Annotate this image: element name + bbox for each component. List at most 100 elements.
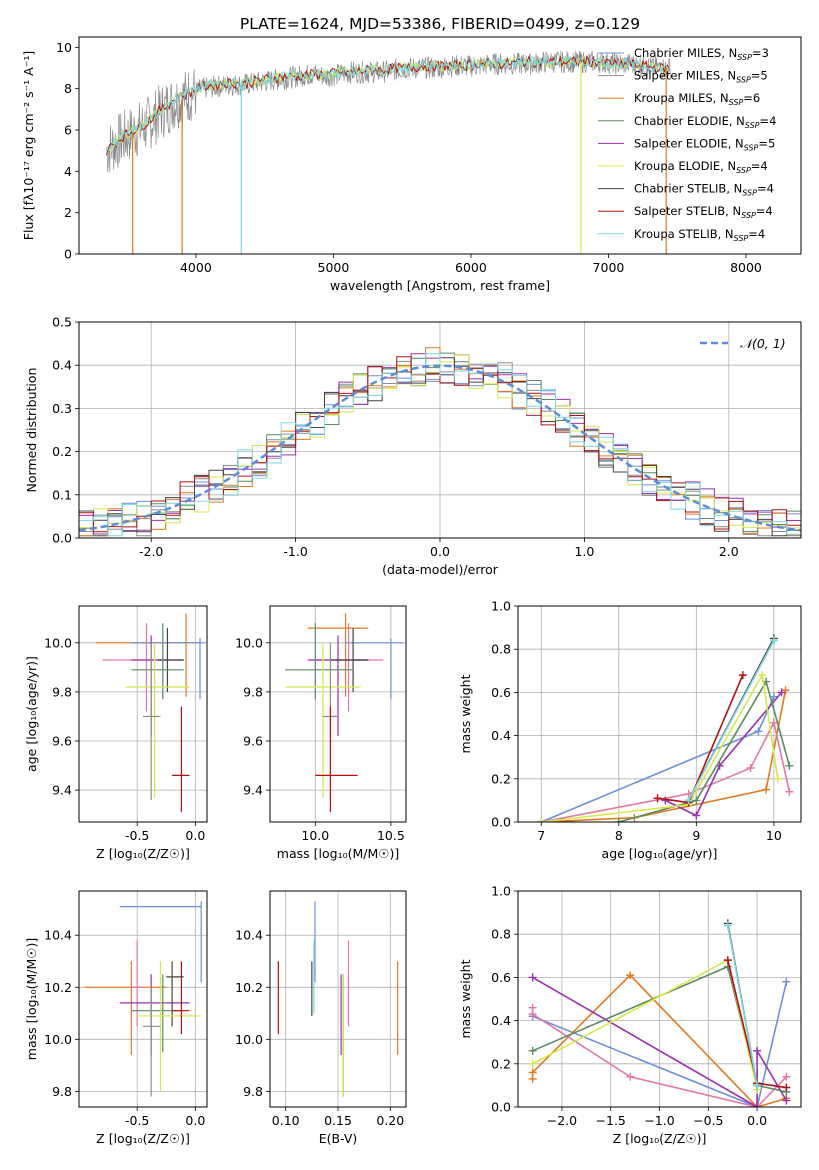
weight_vs_age-xtick-label: 8: [615, 828, 623, 843]
mass_vs_Z-frame: [78, 890, 208, 1108]
age_vs_Z-ytick-label: 9.8: [52, 684, 72, 699]
weight-marker: [762, 785, 771, 794]
spectrum-frame: [78, 36, 802, 255]
weight-marker: [614, 818, 623, 822]
weight-marker: [528, 1010, 537, 1019]
weight-marker: [777, 688, 786, 697]
age_vs_mass-plot-area: [285, 613, 403, 813]
weight_vs_age-ytick-label: 0.4: [491, 728, 511, 743]
residuals-xtick-label: 1.0: [574, 544, 594, 559]
weight-marker: [769, 636, 778, 645]
normal-curve: [79, 364, 801, 532]
errorbar-point: [285, 642, 361, 798]
legend-entry: Chabrier MILES, NSSP=3: [634, 46, 769, 62]
weight-marker: [782, 1096, 791, 1105]
mass_vs_ebv-axes: 0.10 0.15 0.20 9.8 10.0 10.2 10.4 E(B-V): [235, 890, 407, 1146]
age_vs_Z-ylabel: age [log₁₀(age/yr)]: [24, 656, 39, 772]
weight_vs_age-xlabel: age [log₁₀(age/yr)]: [602, 846, 718, 861]
age_vs_mass-ytick-label: 10.0: [235, 635, 263, 650]
age_vs_mass-ytick-label: 9.4: [243, 783, 263, 798]
residuals-ytick-label: 0.5: [52, 315, 72, 330]
spectrum-xlabel: wavelength [Angstrom, rest frame]: [330, 278, 550, 293]
spectrum-xtick-label: 7000: [593, 260, 625, 275]
legend-entry: Salpeter MILES, NSSP=5: [634, 69, 768, 85]
residuals-plot-area: [79, 347, 801, 537]
mass_vs_ebv-ytick-label: 10.0: [235, 1032, 263, 1047]
age_vs_Z-xtick-label: -0.5: [125, 828, 149, 843]
residual-histogram: [79, 356, 801, 533]
errorbar-point: [330, 628, 369, 692]
residuals-xtick-label: -2.0: [139, 544, 163, 559]
mass_vs_ebv-ytick-label: 10.4: [235, 928, 263, 943]
weight_vs_Z-ytick-label: 0.8: [491, 927, 511, 942]
weight-marker: [528, 1068, 537, 1077]
weight-marker: [753, 1081, 762, 1090]
age_vs_Z-ytick-label: 10.0: [44, 635, 72, 650]
residuals-ytick-label: 0.1: [52, 487, 72, 502]
spectrum-ytick-label: 2: [64, 205, 72, 220]
mass_vs_ebv-xtick-label: 0.20: [376, 1113, 404, 1128]
weight-line: [541, 672, 779, 822]
residuals-xtick-label: 2.0: [719, 544, 739, 559]
legend-entry: Chabrier ELODIE, NSSP=4: [634, 114, 776, 130]
errorbar-point: [143, 642, 161, 800]
weight-series: [684, 636, 778, 805]
mass_vs_Z-xtick-label: -0.5: [125, 1113, 149, 1128]
residuals-ytick-label: 0.3: [52, 401, 72, 416]
mass_vs_ebv-xlabel: E(B-V): [319, 1131, 358, 1146]
weight-line: [618, 679, 791, 822]
weight-marker: [754, 727, 763, 736]
weight_vs_Z-ylabel: mass weight: [458, 959, 473, 1038]
weight-marker: [537, 818, 546, 822]
weight-marker: [738, 671, 747, 680]
weight_vs_age-ytick-label: 0.8: [491, 642, 511, 657]
legend-entry: Salpeter STELIB, NSSP=4: [634, 204, 773, 220]
weight_vs_age-plot-area: [537, 634, 794, 822]
mass_vs_Z-xtick-label: 0.0: [185, 1113, 205, 1128]
weight-series: [661, 688, 786, 820]
weight_vs_age-frame: [517, 605, 802, 823]
residuals-ytick-label: 0.0: [52, 531, 72, 546]
weight_vs_Z-xtick-label: −1.5: [596, 1113, 626, 1128]
residuals-xtick-label: -1.0: [283, 544, 307, 559]
age_vs_mass-xtick-label: 10.0: [301, 828, 329, 843]
errorbar-point: [345, 637, 403, 700]
weight-line: [541, 690, 787, 822]
errorbar-point: [315, 706, 358, 813]
residuals-xlabel: (data-model)/error: [382, 562, 499, 577]
mass_vs_ebv-ytick-label: 10.2: [235, 980, 263, 995]
weight_vs_age-axes: 7 8 9 10 0.0 0.2 0.4 0.6 0.8 1.0 age [log₁₀(age/yr…: [458, 599, 802, 861]
weight_vs_age-xtick-label: 9: [692, 828, 700, 843]
age_vs_mass-xtick-label: 10.5: [377, 828, 405, 843]
weight-marker: [626, 1072, 635, 1081]
spectrum-ytick-label: 4: [64, 164, 72, 179]
weight-marker: [528, 973, 537, 982]
weight-marker: [723, 921, 732, 930]
spectrum-plot-area: [106, 50, 671, 254]
weight-line: [687, 640, 775, 801]
age_vs_mass-xlabel: mass [log₁₀(M/M☉)]: [277, 846, 399, 861]
mass_vs_ebv-plot-area: [277, 901, 399, 1097]
spectrum-xtick-label: 6000: [455, 260, 487, 275]
legend-entry: 𝒩(0, 1): [740, 336, 786, 351]
weight_vs_age-xtick-label: 10: [766, 828, 782, 843]
age_vs_mass-axes: 10.0 10.5 9.4 9.6 9.8 10.0 mass [log₁₀(M/M☉)]: [235, 605, 407, 861]
weight-marker: [782, 1083, 791, 1092]
weight-line: [727, 925, 758, 1086]
weight-marker: [753, 1046, 762, 1055]
weight_vs_Z-xtick-label: −2.0: [547, 1113, 577, 1128]
spectrum-ytick-label: 8: [64, 81, 72, 96]
errorbar-point: [131, 940, 143, 1027]
mass_vs_Z-ylabel: mass [log₁₀(M/M☉)]: [24, 938, 39, 1060]
mass_vs_Z-ytick-label: 10.0: [44, 1032, 72, 1047]
residuals-ylabel: Normed distribution: [24, 368, 39, 493]
age_vs_mass-ytick-label: 9.6: [243, 734, 263, 749]
age_vs_Z-ytick-label: 9.6: [52, 734, 72, 749]
legend-entry: Chabrier STELIB, NSSP=4: [634, 182, 774, 198]
legend-entry: Salpeter ELODIE, NSSP=5: [634, 136, 775, 152]
weight-marker: [753, 1103, 762, 1107]
weight_vs_Z-xtick-label: −0.5: [693, 1113, 723, 1128]
spectrum-ytick-label: 6: [64, 123, 72, 138]
weight-marker: [782, 1072, 791, 1081]
